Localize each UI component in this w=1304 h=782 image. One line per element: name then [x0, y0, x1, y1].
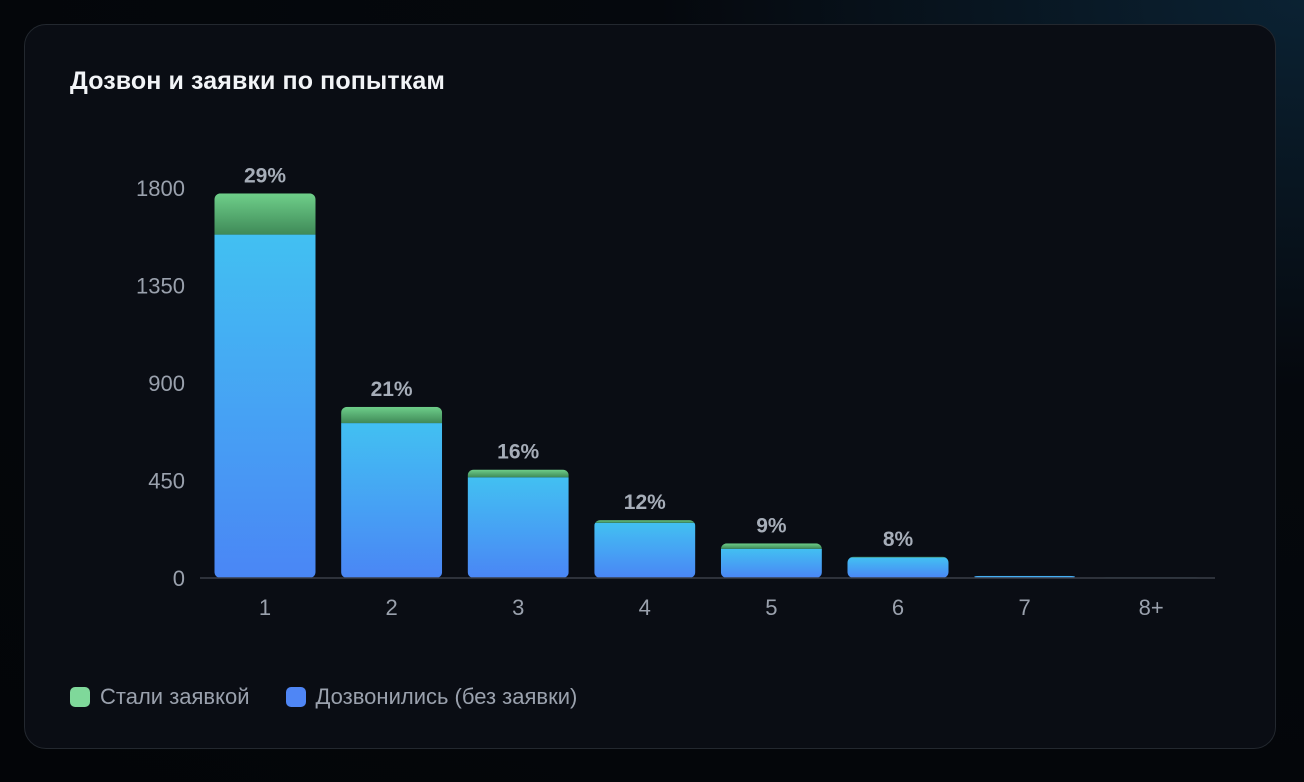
bar-connected[interactable] [467, 477, 569, 578]
legend-label-connected: Дозвонились (без заявки) [315, 684, 578, 709]
bar-connected[interactable] [214, 234, 316, 579]
percent-labels: 29% 21% 16% 12% 9% 8% [244, 164, 914, 550]
legend-swatch-connected [285, 687, 306, 707]
bar-application[interactable] [720, 543, 822, 549]
bar-connected[interactable] [847, 557, 949, 578]
bar-stack-4[interactable] [594, 520, 696, 578]
y-tick-label: 1350 [136, 274, 185, 299]
bar-connected[interactable] [594, 522, 696, 578]
bar-application[interactable] [341, 406, 443, 424]
x-tick-label: 3 [512, 595, 524, 620]
bar-stack-6[interactable] [847, 556, 949, 578]
x-axis: 1 2 3 4 5 6 7 8+ [259, 595, 1164, 620]
x-tick-label: 6 [892, 595, 904, 620]
x-tick-label: 4 [639, 595, 651, 620]
bar-connected[interactable] [720, 548, 822, 578]
legend-item-connected[interactable]: Дозвонились (без заявки) [285, 684, 578, 710]
bar-chart: 0 450 900 1350 1800 1 2 3 4 5 6 7 8+ 29% 21% 16% 12% 9%… [136, 164, 1215, 620]
y-tick-label: 0 [173, 566, 185, 591]
bar-connected[interactable] [974, 575, 1076, 578]
chart-card: Дозвон и заявки по попыткам 0 450 900 1350 1… [24, 24, 1276, 749]
y-axis: 0 450 900 1350 1800 [136, 176, 185, 591]
bar-stack-2[interactable] [341, 406, 443, 578]
bar-stack-5[interactable] [720, 543, 822, 578]
percent-label: 9% [756, 514, 787, 537]
legend-label-application: Стали заявкой [100, 684, 250, 709]
y-tick-label: 900 [148, 371, 185, 396]
bar-stack-3[interactable] [467, 469, 569, 578]
bars-group [214, 193, 1202, 579]
bar-application[interactable] [847, 556, 949, 558]
percent-label: 12% [624, 491, 666, 514]
legend-swatch-application [70, 687, 90, 707]
bar-stack-1[interactable] [214, 193, 316, 579]
y-tick-label: 1800 [136, 176, 185, 201]
bar-application[interactable] [467, 469, 569, 478]
x-tick-label: 8+ [1139, 595, 1164, 620]
x-tick-label: 2 [385, 595, 397, 620]
bar-application[interactable] [214, 193, 316, 235]
x-tick-label: 1 [259, 595, 271, 620]
x-tick-label: 7 [1018, 595, 1030, 620]
percent-label: 16% [497, 441, 539, 464]
chart-title: Дозвон и заявки по попыткам [70, 67, 445, 95]
y-tick-label: 450 [148, 469, 185, 494]
bar-application[interactable] [594, 520, 696, 523]
percent-label: 8% [883, 528, 914, 551]
bar-connected[interactable] [341, 423, 443, 578]
x-tick-label: 5 [765, 595, 777, 620]
percent-label: 21% [371, 378, 413, 401]
legend: Стали заявкой Дозвонились (без заявки) [70, 684, 577, 710]
legend-item-application[interactable]: Стали заявкой [70, 684, 250, 710]
percent-label: 29% [244, 164, 286, 187]
bar-stack-7[interactable] [974, 575, 1076, 578]
